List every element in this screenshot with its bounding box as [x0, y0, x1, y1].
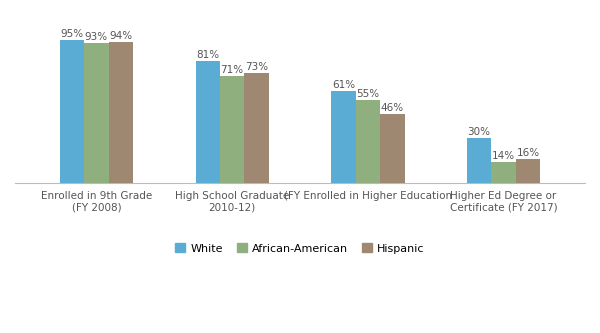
- Legend: White, African-American, Hispanic: White, African-American, Hispanic: [171, 239, 429, 258]
- Text: 14%: 14%: [492, 151, 515, 161]
- Text: 94%: 94%: [109, 31, 133, 41]
- Bar: [84, 44, 109, 183]
- Bar: [196, 62, 220, 183]
- Bar: [380, 114, 404, 183]
- Text: 16%: 16%: [517, 148, 539, 158]
- Bar: [244, 74, 269, 183]
- Bar: [516, 159, 540, 183]
- Text: 61%: 61%: [332, 80, 355, 90]
- Bar: [356, 101, 380, 183]
- Bar: [467, 138, 491, 183]
- Text: 93%: 93%: [85, 32, 108, 42]
- Text: 81%: 81%: [196, 50, 219, 60]
- Bar: [109, 42, 133, 183]
- Text: 55%: 55%: [356, 89, 379, 99]
- Bar: [220, 77, 244, 183]
- Bar: [331, 92, 356, 183]
- Text: 71%: 71%: [221, 65, 244, 75]
- Text: 46%: 46%: [381, 103, 404, 113]
- Text: 73%: 73%: [245, 62, 268, 72]
- Bar: [491, 162, 516, 183]
- Text: 30%: 30%: [467, 127, 491, 137]
- Text: 95%: 95%: [61, 29, 83, 39]
- Bar: [60, 41, 84, 183]
